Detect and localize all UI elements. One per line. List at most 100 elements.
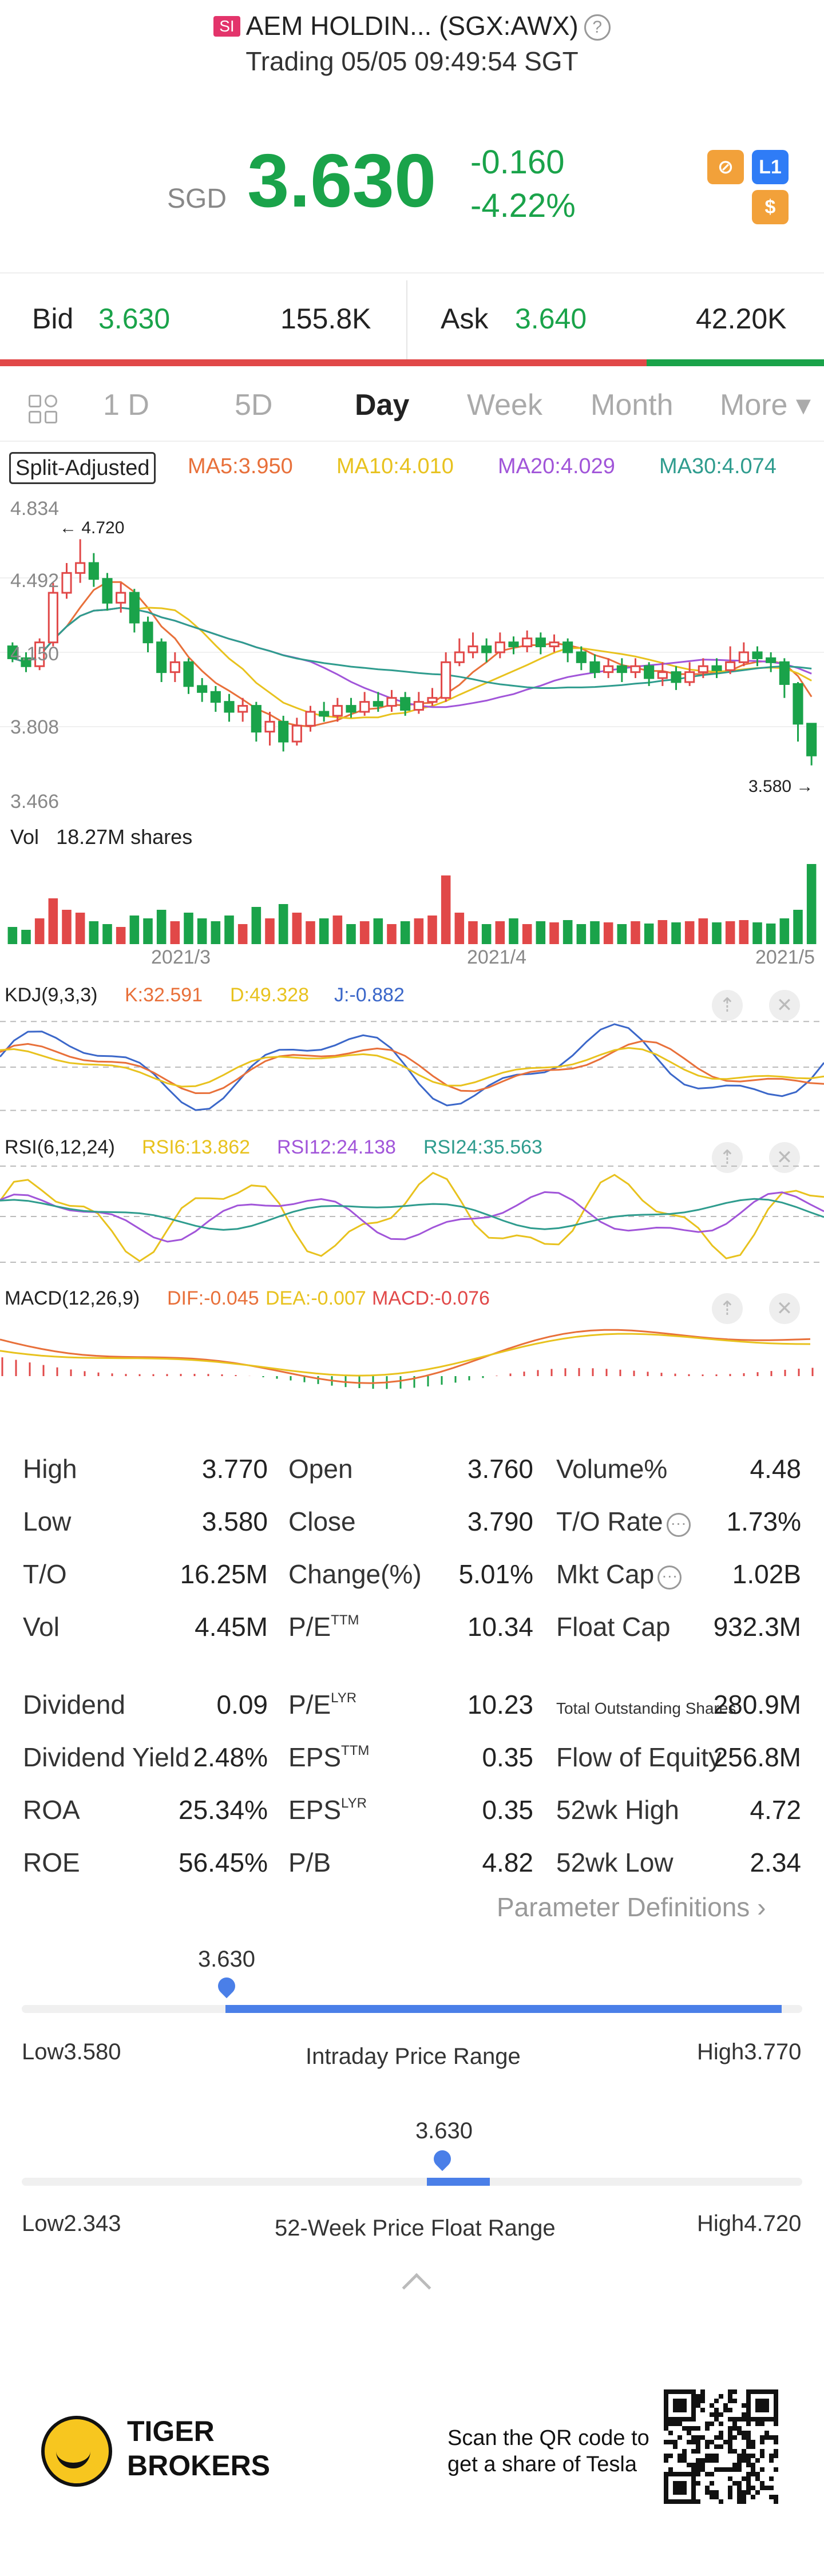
- qr-module: [751, 2463, 755, 2467]
- volume-bar: [170, 921, 180, 944]
- qr-module: [774, 2499, 778, 2504]
- qr-module: [755, 2472, 760, 2476]
- chevron-up-icon[interactable]: [402, 2273, 431, 2302]
- qr-module: [732, 2467, 737, 2472]
- candlestick-chart[interactable]: [0, 492, 824, 813]
- level1-icon[interactable]: L1: [752, 150, 789, 184]
- pin-icon[interactable]: ⇡: [712, 1142, 743, 1173]
- candle-body: [508, 641, 519, 648]
- tab-month[interactable]: Month: [591, 389, 674, 422]
- qr-module: [682, 2454, 687, 2458]
- volume-bar: [752, 922, 762, 944]
- qr-module: [687, 2426, 691, 2431]
- close-icon[interactable]: ✕: [769, 1142, 800, 1173]
- grid-icon[interactable]: [29, 395, 60, 426]
- tab-1d[interactable]: 1 D: [103, 389, 149, 422]
- candle-body: [332, 705, 343, 717]
- volume-bar: [21, 930, 31, 944]
- kdj-chart[interactable]: [0, 1007, 824, 1127]
- help-icon[interactable]: ?: [584, 14, 611, 41]
- volume-bar: [224, 916, 234, 944]
- volume-bar: [116, 927, 126, 944]
- candle-body: [644, 665, 655, 679]
- qr-module: [710, 2403, 714, 2408]
- qr-module: [714, 2495, 719, 2499]
- tab-more[interactable]: More ▾: [720, 389, 811, 422]
- ma-legend: Split-Adjusted MA5:3.950 MA10:4.010 MA20…: [9, 452, 822, 486]
- qr-module: [710, 2495, 714, 2499]
- stat-label: P/B: [288, 1847, 331, 1878]
- qr-module: [760, 2454, 764, 2458]
- stock-title: AEM HOLDIN... (SGX:AWX): [245, 11, 579, 41]
- volume-title: Vol: [10, 825, 39, 849]
- qr-module: [774, 2495, 778, 2499]
- brand-name-line2: BROKERS: [127, 2450, 271, 2482]
- candle-body: [305, 711, 316, 727]
- stat-label-text: P/B: [288, 1848, 331, 1877]
- split-adjusted-button[interactable]: Split-Adjusted: [9, 452, 156, 484]
- bid-ask-panel[interactable]: Bid 3.630 155.8K Ask 3.640 42.20K: [0, 280, 824, 360]
- qr-module: [732, 2481, 737, 2486]
- parameter-definitions-link[interactable]: Parameter Definitions ›: [497, 1892, 766, 1923]
- macd-chart[interactable]: [0, 1310, 824, 1442]
- rsi-chart[interactable]: [0, 1159, 824, 1274]
- volume-bar: [495, 921, 505, 944]
- stat-label: T/O: [23, 1559, 67, 1590]
- tab-5d[interactable]: 5D: [235, 389, 273, 422]
- y-tick-label: 4.492: [10, 570, 60, 592]
- qr-module: [714, 2412, 719, 2417]
- brand-name-line1: TIGER: [127, 2415, 215, 2447]
- qr-module: [728, 2490, 732, 2495]
- qr-module: [696, 2499, 700, 2504]
- qr-module: [760, 2481, 764, 2486]
- candle-body: [630, 665, 641, 673]
- ask-volume: 42.20K: [696, 303, 787, 335]
- tab-day[interactable]: Day: [355, 389, 410, 422]
- stat-label-text: ROA: [23, 1795, 80, 1825]
- x-tick-label: 2021/4: [467, 946, 526, 968]
- info-icon[interactable]: ···: [666, 1513, 691, 1537]
- qr-finder: [664, 2472, 696, 2504]
- qr-module: [696, 2444, 700, 2449]
- qr-module: [673, 2444, 678, 2449]
- qr-module: [737, 2467, 742, 2472]
- stat-label-text: Dividend: [23, 1690, 125, 1719]
- pin-icon[interactable]: ⇡: [712, 1293, 743, 1324]
- options-icon[interactable]: ⊘: [707, 150, 744, 184]
- volume-chart[interactable]: [0, 858, 824, 944]
- close-icon[interactable]: ✕: [769, 1293, 800, 1324]
- stat-label: Dividend: [23, 1689, 125, 1720]
- qr-code: [664, 2389, 778, 2504]
- volume-bar: [251, 907, 262, 944]
- candle-body: [224, 701, 235, 713]
- stat-label-text: T/O: [23, 1559, 67, 1589]
- qr-module: [696, 2426, 700, 2431]
- stat-label-text: Mkt Cap: [556, 1559, 655, 1589]
- stock-title-row[interactable]: SI AEM HOLDIN... (SGX:AWX)?: [0, 10, 824, 41]
- qr-module: [728, 2435, 732, 2440]
- volume-bar: [644, 924, 654, 944]
- qr-module: [714, 2490, 719, 2495]
- qr-module: [728, 2467, 732, 2472]
- qr-module: [700, 2458, 705, 2463]
- stat-label: EPSLYR: [288, 1794, 367, 1825]
- stat-value: 2.48%: [193, 1742, 268, 1772]
- close-icon[interactable]: ✕: [769, 990, 800, 1021]
- qr-module: [728, 2417, 732, 2422]
- qr-module: [664, 2440, 668, 2444]
- info-icon[interactable]: ···: [657, 1566, 682, 1590]
- stat-label-text: Change(%): [288, 1559, 422, 1589]
- tab-week[interactable]: Week: [467, 389, 542, 422]
- candle-body: [278, 720, 289, 743]
- stat-label-text: Flow of Equity: [556, 1742, 722, 1772]
- stat-label: Vol: [23, 1611, 60, 1642]
- candle-body: [535, 637, 546, 648]
- dollar-icon[interactable]: $: [752, 190, 789, 224]
- stat-value: 2.34: [750, 1848, 801, 1877]
- candle-body: [522, 637, 533, 648]
- pin-icon[interactable]: ⇡: [712, 990, 743, 1021]
- qr-caption-line2: get a share of Tesla: [447, 2452, 637, 2476]
- qr-module: [710, 2440, 714, 2444]
- stat-value: 280.9M: [713, 1690, 801, 1719]
- volume-bar: [414, 918, 424, 944]
